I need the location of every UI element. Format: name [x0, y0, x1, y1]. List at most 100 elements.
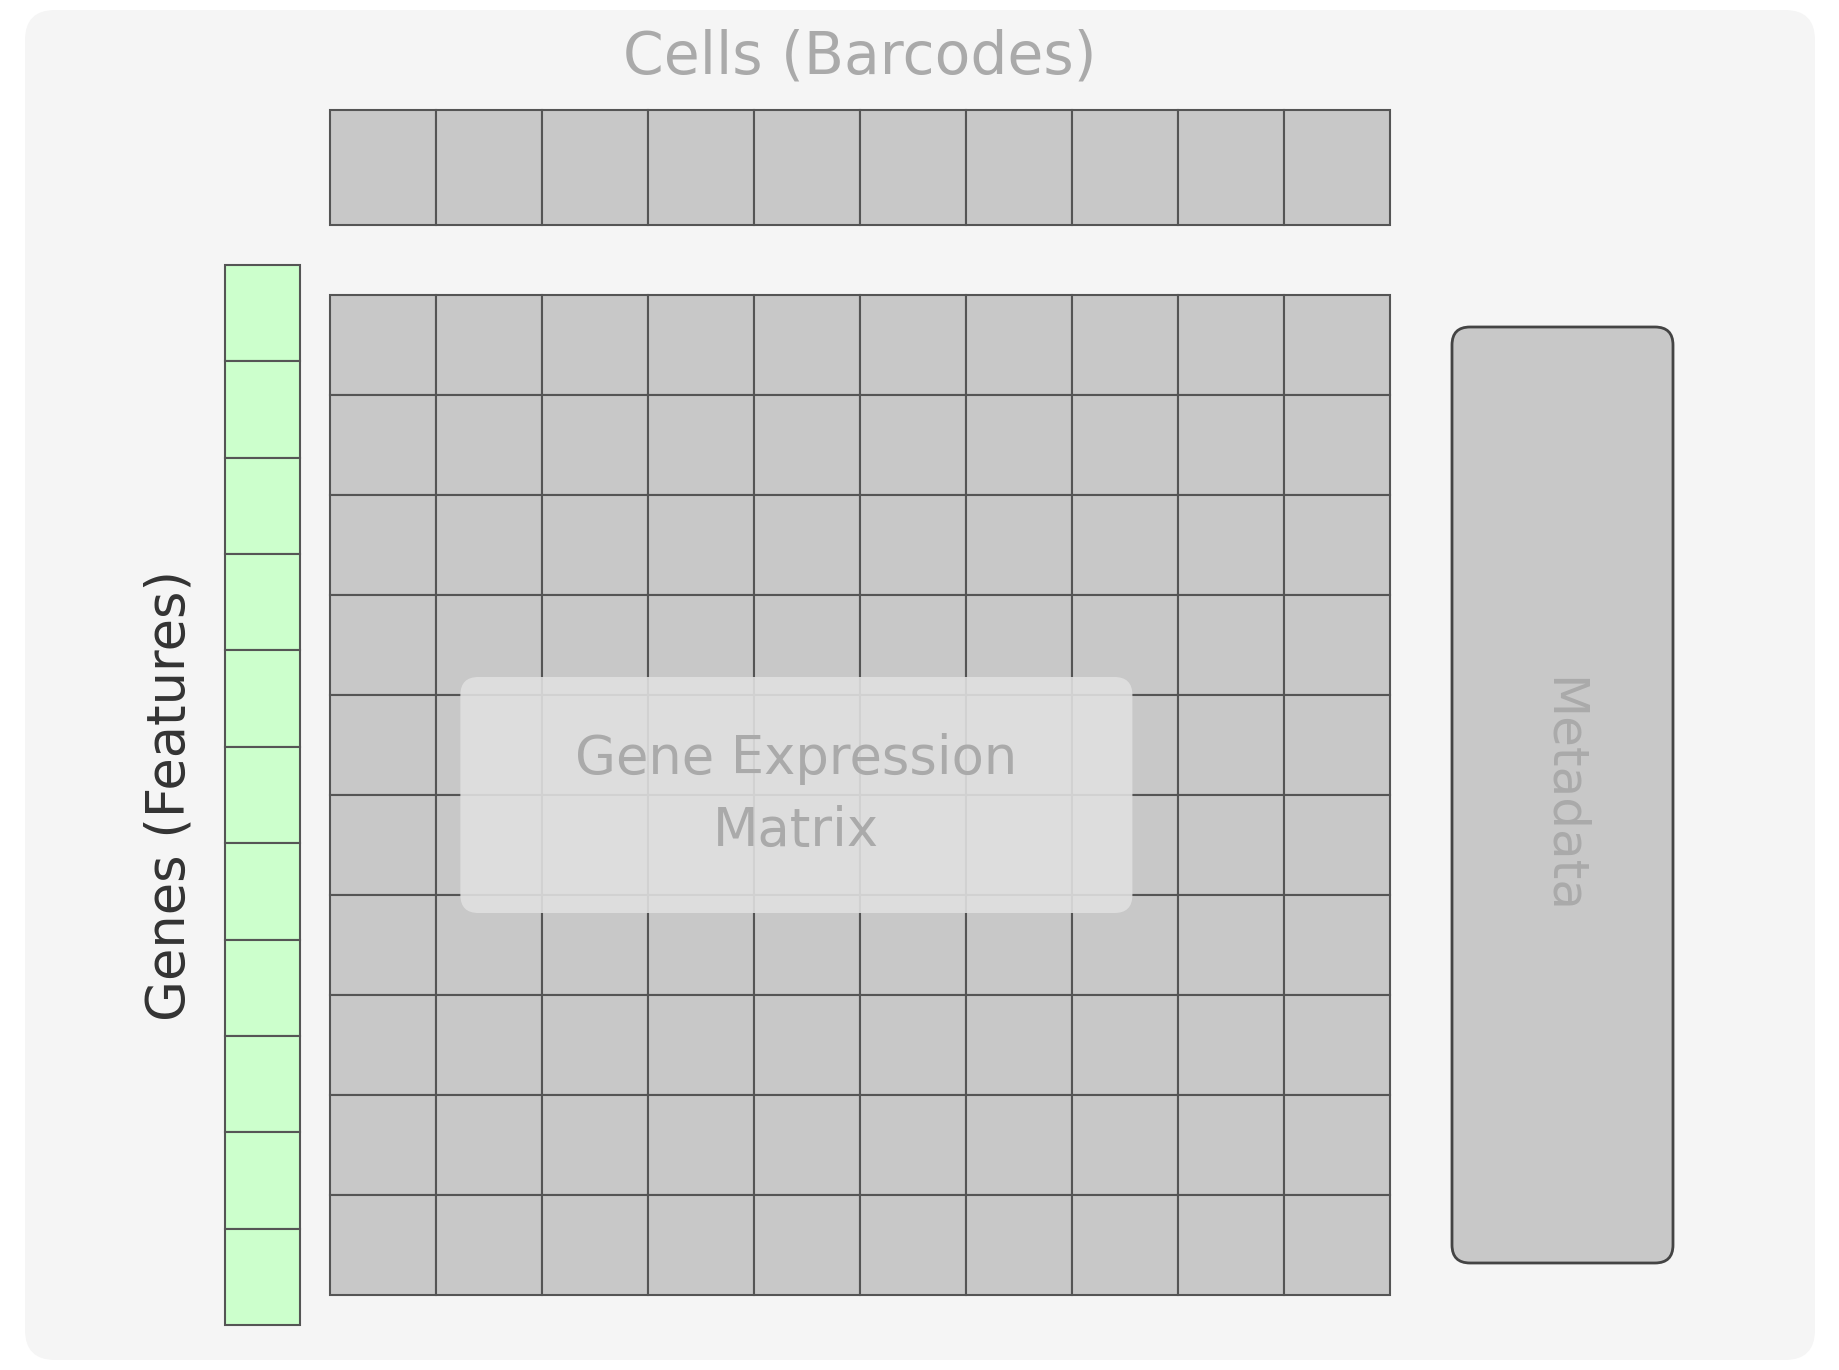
Bar: [1284, 1095, 1390, 1195]
Bar: [647, 1195, 754, 1295]
Bar: [543, 695, 647, 795]
Bar: [543, 595, 647, 695]
Bar: [543, 1195, 647, 1295]
Bar: [329, 295, 436, 395]
Bar: [543, 795, 647, 895]
Bar: [224, 1132, 300, 1229]
Bar: [1072, 595, 1179, 695]
Bar: [647, 895, 754, 995]
Bar: [224, 553, 300, 651]
Bar: [1179, 595, 1284, 695]
Bar: [224, 1229, 300, 1325]
Text: Gene Expression
Matrix: Gene Expression Matrix: [576, 733, 1017, 858]
Bar: [965, 395, 1072, 495]
Bar: [1072, 1195, 1179, 1295]
Bar: [329, 895, 436, 995]
Bar: [1284, 595, 1390, 695]
Bar: [436, 295, 543, 395]
Bar: [754, 995, 861, 1095]
Bar: [861, 1195, 965, 1295]
Bar: [754, 695, 861, 795]
Bar: [861, 1095, 965, 1195]
Bar: [329, 595, 436, 695]
Bar: [329, 1095, 436, 1195]
Bar: [965, 995, 1072, 1095]
Bar: [329, 1195, 436, 1295]
Bar: [965, 595, 1072, 695]
Bar: [965, 495, 1072, 595]
Bar: [543, 1095, 647, 1195]
Bar: [1284, 1195, 1390, 1295]
Bar: [543, 895, 647, 995]
Bar: [965, 695, 1072, 795]
Bar: [754, 595, 861, 695]
Bar: [647, 795, 754, 895]
Bar: [861, 395, 965, 495]
Bar: [861, 595, 965, 695]
Bar: [1179, 495, 1284, 595]
Bar: [647, 995, 754, 1095]
Bar: [1179, 395, 1284, 495]
Bar: [329, 695, 436, 795]
Bar: [224, 264, 300, 362]
Bar: [1284, 895, 1390, 995]
Bar: [965, 110, 1072, 225]
Bar: [1072, 495, 1179, 595]
Bar: [436, 895, 543, 995]
Bar: [329, 795, 436, 895]
Bar: [1284, 795, 1390, 895]
Bar: [1179, 695, 1284, 795]
FancyBboxPatch shape: [26, 10, 1815, 1360]
Text: Cells (Barcodes): Cells (Barcodes): [623, 27, 1096, 85]
Bar: [754, 795, 861, 895]
Bar: [1072, 110, 1179, 225]
Bar: [224, 843, 300, 940]
Bar: [224, 940, 300, 1036]
Bar: [1179, 1195, 1284, 1295]
Bar: [754, 295, 861, 395]
Bar: [1284, 295, 1390, 395]
Bar: [1179, 110, 1284, 225]
Bar: [861, 995, 965, 1095]
Bar: [1072, 995, 1179, 1095]
Bar: [861, 695, 965, 795]
Bar: [965, 1195, 1072, 1295]
Bar: [965, 795, 1072, 895]
Bar: [436, 1195, 543, 1295]
Bar: [754, 1195, 861, 1295]
Bar: [647, 295, 754, 395]
Bar: [861, 895, 965, 995]
Bar: [329, 110, 436, 225]
Bar: [329, 395, 436, 495]
Bar: [1072, 295, 1179, 395]
Bar: [1284, 695, 1390, 795]
Bar: [861, 495, 965, 595]
Bar: [647, 595, 754, 695]
Bar: [1179, 795, 1284, 895]
Bar: [1072, 895, 1179, 995]
Bar: [543, 495, 647, 595]
Bar: [754, 495, 861, 595]
Bar: [436, 1095, 543, 1195]
Bar: [543, 110, 647, 225]
Bar: [965, 895, 1072, 995]
Bar: [1179, 295, 1284, 395]
Text: Genes (Features): Genes (Features): [143, 570, 197, 1021]
Bar: [329, 995, 436, 1095]
Bar: [754, 395, 861, 495]
Bar: [647, 1095, 754, 1195]
Bar: [1072, 795, 1179, 895]
Bar: [1284, 110, 1390, 225]
Bar: [647, 495, 754, 595]
Bar: [861, 110, 965, 225]
FancyBboxPatch shape: [1453, 327, 1673, 1263]
Bar: [861, 795, 965, 895]
Bar: [543, 995, 647, 1095]
Bar: [1179, 1095, 1284, 1195]
Bar: [861, 295, 965, 395]
Bar: [436, 795, 543, 895]
Bar: [647, 695, 754, 795]
Bar: [543, 295, 647, 395]
Bar: [436, 695, 543, 795]
Bar: [224, 458, 300, 553]
